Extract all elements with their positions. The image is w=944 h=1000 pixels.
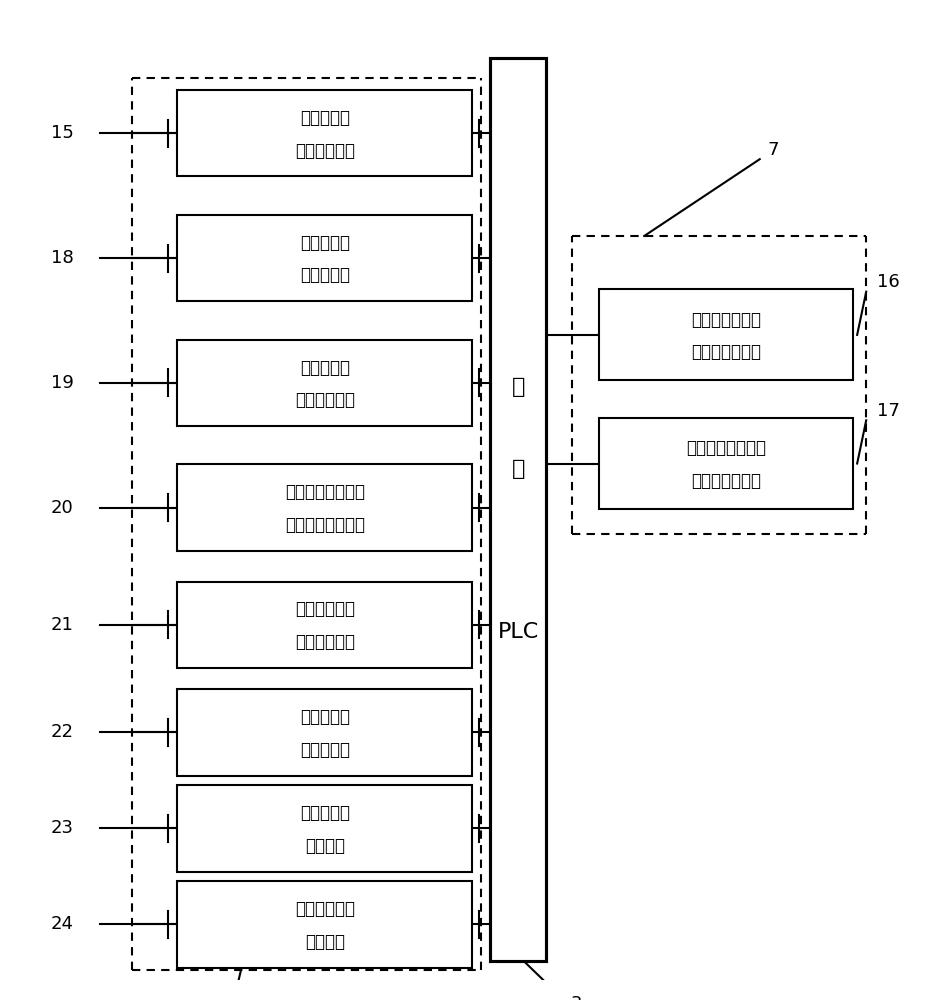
Text: 带动力滚筒升降平: 带动力滚筒升降平 — [685, 439, 766, 457]
Bar — [177, 582, 472, 668]
Text: 21: 21 — [51, 616, 74, 634]
Text: 止挡气缸: 止挡气缸 — [305, 837, 345, 855]
Text: 19: 19 — [51, 374, 74, 392]
Text: 进料中段动力滚: 进料中段动力滚 — [691, 311, 761, 329]
Bar — [177, 215, 472, 301]
Text: 纵锅板材入料输送: 纵锅板材入料输送 — [285, 483, 364, 501]
Text: 锅: 锅 — [512, 459, 525, 479]
Text: 22: 22 — [51, 723, 74, 741]
Text: 15: 15 — [51, 124, 74, 142]
Text: 除尘吹气清洁: 除尘吹气清洁 — [295, 900, 355, 918]
Text: 24: 24 — [51, 915, 74, 933]
Text: 纵锅抓板机: 纵锅抓板机 — [300, 109, 349, 127]
Text: 纵锅上料推: 纵锅上料推 — [300, 234, 349, 252]
Bar — [177, 689, 472, 776]
Text: 20: 20 — [51, 499, 74, 517]
Bar — [490, 58, 547, 961]
Text: 23: 23 — [51, 819, 74, 837]
Text: PLC: PLC — [497, 622, 539, 642]
Text: 板控制机构: 板控制机构 — [300, 266, 349, 284]
Text: 械手控制机构: 械手控制机构 — [295, 142, 355, 160]
Text: 纵锅锅车驱: 纵锅锅车驱 — [300, 708, 349, 726]
Text: 平台驱动控制机构: 平台驱动控制机构 — [285, 516, 364, 534]
Text: 纵锅压力横棁: 纵锅压力横棁 — [295, 600, 355, 618]
Text: 16: 16 — [878, 273, 901, 291]
Text: 纵: 纵 — [512, 377, 525, 397]
Bar — [177, 464, 472, 551]
Bar — [177, 340, 472, 426]
Text: 7: 7 — [767, 141, 779, 159]
Text: 防余料倾倒: 防余料倾倒 — [300, 804, 349, 822]
Text: 台驱动控制机构: 台驱动控制机构 — [691, 472, 761, 490]
Bar — [177, 881, 472, 968]
Text: 18: 18 — [51, 249, 74, 267]
Bar — [177, 785, 472, 872]
Text: 升降控制机构: 升降控制机构 — [295, 633, 355, 651]
Text: 筒驱动控制机构: 筒驱动控制机构 — [691, 343, 761, 361]
Bar — [598, 418, 852, 509]
Text: 纵锅板材前: 纵锅板材前 — [300, 359, 349, 377]
Text: 动控制机构: 动控制机构 — [300, 741, 349, 759]
Text: 控制组件: 控制组件 — [305, 933, 345, 951]
Bar — [177, 90, 472, 176]
Text: 靠齐控制机构: 靠齐控制机构 — [295, 391, 355, 409]
Text: 3: 3 — [570, 995, 582, 1000]
Bar — [598, 289, 852, 380]
Text: 17: 17 — [877, 402, 901, 420]
